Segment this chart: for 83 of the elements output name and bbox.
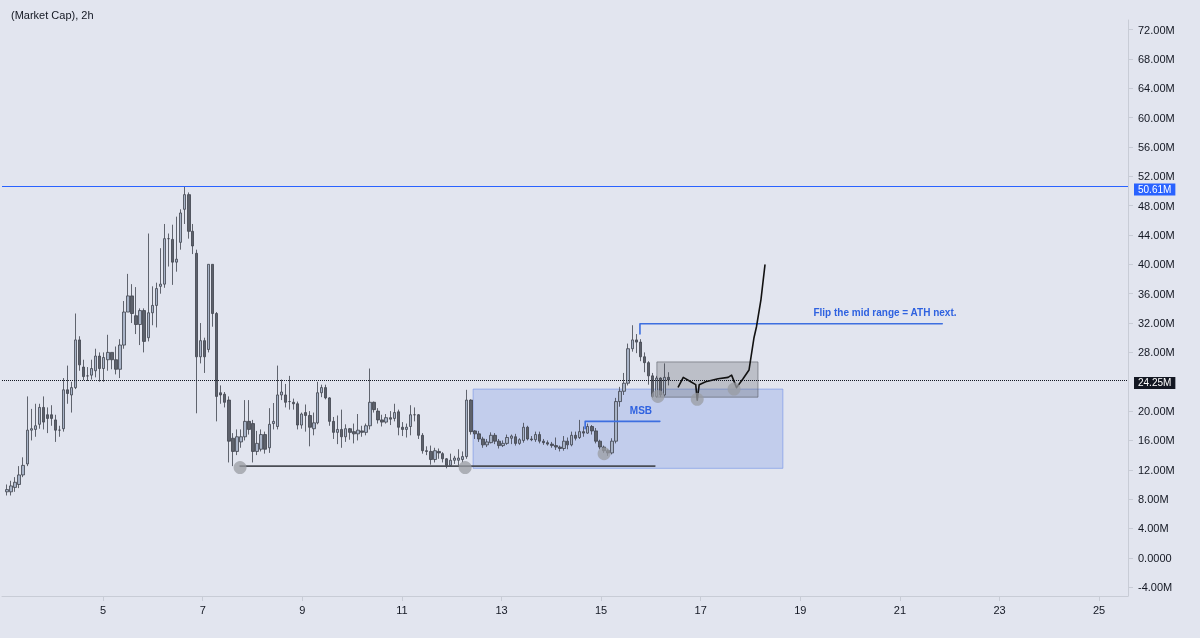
candlestick [54,414,57,443]
candlestick [98,351,101,383]
y-tick-label: 60.00M [1138,111,1175,124]
candlestick [42,396,45,430]
candlestick [34,403,37,438]
y-tick-label: 16.00M [1138,434,1175,447]
candlestick [348,427,352,441]
x-tick-label: 11 [396,603,408,616]
candlestick [195,249,198,414]
y-tick-label: 20.00M [1138,405,1175,418]
candlestick [9,480,13,496]
point [597,447,611,461]
candlestick [288,375,291,411]
ref-line-label: 50.61M [1138,183,1172,195]
candlestick [405,423,408,438]
y-tick-label: 8.00M [1138,493,1169,506]
candlestick [534,431,537,443]
candlestick [538,431,541,444]
candlestick [433,447,437,463]
x-tick-label: 15 [594,603,608,616]
x-tick-label: 13 [495,603,508,616]
candlestick [522,422,525,444]
y-tick-label: 52.00M [1138,170,1175,183]
candlestick [259,429,263,452]
candlestick [489,431,493,444]
candlestick [284,383,287,408]
candlestick [296,401,299,430]
y-tick-label: 56.00M [1138,140,1175,153]
point [233,461,247,475]
ref-line-label: 24.25M [1138,377,1172,389]
x-tick-label: 21 [893,603,907,616]
candlestick [570,431,573,447]
candlestick [276,365,279,430]
point [727,382,741,396]
candlestick [550,441,554,449]
y-tick-label: 12.00M [1138,463,1175,476]
candlestick [94,348,97,378]
y-tick-label: 28.00M [1138,346,1175,359]
candlestick [155,282,158,328]
x-tick-label: 23 [993,603,1006,616]
y-tick-label: 48.00M [1138,199,1175,212]
y-tick-label: 4.00M [1138,522,1169,535]
y-tick-label: 44.00M [1138,228,1175,241]
y-tick-label: 72.00M [1138,23,1175,36]
annotation: MSB [629,404,653,416]
candlestick [663,363,666,397]
candlestick [384,413,388,424]
candlestick [554,437,558,451]
x-tick-label: 9 [299,603,306,616]
y-tick-label: -4.00M [1138,581,1173,594]
annotation: Flip the mid range = ATH next. [813,307,957,319]
candlestick [562,435,566,452]
candlestick [356,413,360,441]
candlestick [493,432,497,445]
candlestick [437,448,441,460]
candlestick [82,359,85,381]
candlestick [5,484,9,496]
x-tick-label: 17 [694,603,707,616]
candlestick [167,233,170,267]
candlestick [179,208,182,251]
y-tick-label: 40.00M [1138,258,1175,271]
candlestick [514,433,517,446]
candlestick [58,425,61,438]
candlestick [526,425,529,441]
candlestick [26,396,29,467]
y-tick-label: 0.0000 [1138,551,1172,564]
y-tick-label: 64.00M [1138,82,1175,95]
candlestick [340,409,343,449]
y-tick-label: 32.00M [1138,317,1175,330]
candlestick [505,434,509,446]
candlestick [578,419,581,440]
y-tick-label: 36.00M [1138,287,1175,300]
y-tick-label: 68.00M [1138,52,1175,65]
x-tick-label: 19 [794,603,807,616]
point [651,389,665,403]
point [458,461,472,475]
x-tick-label: 5 [100,603,107,616]
candlestick [409,404,412,436]
chart-title: (Market Cap), 2h [11,8,94,21]
x-tick-label: 7 [199,603,206,616]
x-tick-label: 25 [1092,603,1106,616]
candlestick [227,396,231,463]
point [690,392,704,406]
